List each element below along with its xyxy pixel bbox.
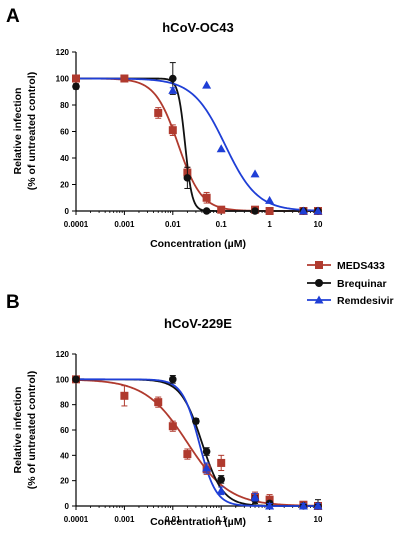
legend-label-remdesivir: Remdesivir — [337, 295, 394, 307]
chart-title-a: hCoV-OC43 — [162, 20, 234, 35]
fit-curve-meds433-b — [75, 379, 319, 507]
data-point-meds433-b — [154, 398, 163, 407]
legend-label-brequinar: Brequinar — [337, 278, 387, 290]
legend-marker-remdesivir — [314, 295, 324, 304]
x-axis-label-a: Concentration (µM) — [150, 238, 246, 250]
data-point-brequinar-a — [251, 207, 259, 215]
data-point-remdesivir-b — [298, 501, 308, 510]
y-tick-label-b: 100 — [56, 375, 70, 384]
fit-curve-remdesivir-b — [76, 378, 318, 507]
panel-label-b: B — [6, 292, 20, 313]
data-point-remdesivir-a — [168, 85, 178, 94]
data-point-remdesivir-a — [216, 144, 226, 153]
data-point-brequinar-a — [202, 207, 211, 215]
x-tick-label-b: 10 — [314, 515, 323, 524]
y-tick-label-a: 40 — [60, 154, 69, 163]
x-tick-label-a: 0.0001 — [64, 220, 89, 229]
data-point-brequinar-b — [192, 417, 200, 425]
data-point-remdesivir-a — [298, 206, 308, 215]
y-tick-label-a: 120 — [56, 48, 70, 57]
data-point-remdesivir-a — [313, 206, 323, 215]
x-tick-label-a: 10 — [314, 220, 323, 229]
plot-a: 0 20 40 60 80 100 120 0.0001 0.001 0.01 0.1 1 10 — [56, 48, 323, 229]
y-tick-label-b: 80 — [60, 401, 69, 410]
data-point-brequinar-b — [217, 475, 225, 484]
data-point-remdesivir-b — [250, 492, 260, 501]
data-point-remdesivir-a — [250, 169, 260, 178]
y-tick-label-a: 80 — [60, 101, 69, 110]
data-point-meds433-a — [265, 207, 274, 215]
data-point-meds433-b — [265, 495, 274, 504]
data-point-remdesivir-b — [265, 501, 275, 510]
plot-b: 0 20 40 60 80 100 120 0.0001 0.001 0.01 0.1 1 10 — [56, 350, 323, 524]
x-tick-label-b: 0.001 — [114, 515, 135, 524]
x-tick-label-a: 0.1 — [216, 220, 228, 229]
x-axis-label-b: Concentration (µM) — [150, 516, 246, 528]
data-point-meds433-b — [217, 458, 226, 467]
x-tick-label-b: 0.01 — [165, 515, 181, 524]
data-point-remdesivir-b — [202, 463, 212, 472]
y-tick-label-b: 60 — [60, 426, 69, 435]
data-point-meds433-b — [168, 422, 177, 431]
data-point-meds433-a — [120, 74, 129, 83]
data-point-meds433-b — [120, 391, 129, 400]
data-point-brequinar-a — [72, 82, 80, 91]
chart-title-b: hCoV-229E — [164, 316, 232, 331]
x-tick-label-b: 0.0001 — [64, 515, 89, 524]
legend: MEDS433 Brequinar Remdesivir — [307, 260, 394, 307]
y-tick-label-b: 40 — [60, 451, 69, 460]
fit-curve-remdesivir-a — [76, 77, 319, 212]
panel-label-a: A — [6, 6, 20, 27]
data-point-remdesivir-a — [202, 80, 212, 89]
data-point-brequinar-a — [169, 74, 177, 83]
legend-item-remdesivir: Remdesivir — [307, 295, 394, 307]
y-tick-label-b: 20 — [60, 477, 69, 486]
y-axis-label-b-line1: Relative infection — [12, 387, 24, 474]
data-point-meds433-a — [72, 74, 80, 83]
legend-item-brequinar: Brequinar — [307, 278, 387, 290]
data-point-meds433-b — [183, 450, 192, 459]
data-point-brequinar-b — [169, 375, 177, 384]
data-point-remdesivir-b — [313, 501, 323, 510]
data-point-meds433-a — [154, 108, 163, 117]
data-point-brequinar-b — [72, 375, 80, 384]
y-axis-label-b-line2: (% of untreated control) — [26, 371, 38, 489]
legend-label-meds433: MEDS433 — [337, 260, 385, 272]
y-tick-label-a: 20 — [60, 181, 69, 190]
legend-marker-brequinar — [315, 279, 323, 287]
data-point-remdesivir-a — [265, 195, 275, 204]
y-tick-label-b: 120 — [56, 350, 70, 359]
x-tick-label-a: 1 — [267, 220, 272, 229]
data-point-meds433-a — [168, 126, 177, 135]
data-point-brequinar-a — [183, 174, 192, 182]
y-axis-label-a-line1: Relative infection — [12, 88, 24, 175]
legend-marker-meds433 — [315, 261, 323, 269]
data-point-brequinar-b — [202, 447, 211, 456]
x-tick-label-b: 1 — [267, 515, 272, 524]
y-tick-label-a: 60 — [60, 128, 69, 137]
y-tick-label-b: 0 — [65, 502, 70, 511]
data-point-remdesivir-b — [216, 486, 226, 495]
x-tick-label-a: 0.001 — [114, 220, 135, 229]
fit-curve-brequinar-b — [76, 378, 318, 507]
legend-item-meds433: MEDS433 — [307, 260, 385, 272]
data-point-meds433-a — [202, 193, 211, 202]
x-tick-label-b: 0.1 — [216, 515, 228, 524]
x-tick-label-a: 0.01 — [165, 220, 181, 229]
data-point-meds433-a — [217, 205, 226, 214]
y-tick-label-a: 0 — [65, 207, 70, 216]
y-tick-label-a: 100 — [56, 75, 70, 84]
y-axis-label-a-line2: (% of untreated control) — [26, 72, 38, 190]
